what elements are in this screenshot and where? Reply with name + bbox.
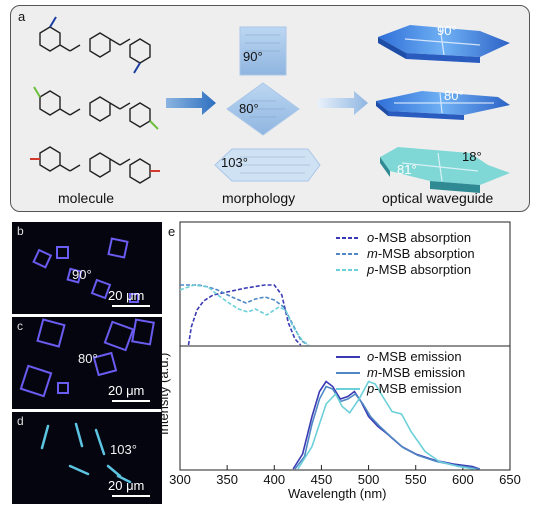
micrograph-b-label: b [17, 224, 24, 238]
legend-label: o-MSB emission [367, 349, 462, 364]
micrograph-b-scale-bar [112, 305, 150, 307]
micrograph-d-scale-label: 20 μm [108, 478, 145, 493]
x-axis-label: Wavelength (nm) [288, 486, 387, 501]
molecule-meta-structure [33, 86, 159, 130]
x-tick-label: 450 [311, 472, 333, 487]
waveguide-angle-rhombus: 80° [444, 88, 464, 103]
micrograph-b-crystals [32, 237, 139, 303]
molecule-ortho-structure [39, 16, 151, 74]
micrograph-c-crystals [19, 318, 155, 398]
caption-optical-waveguide: optical waveguide [382, 190, 494, 206]
o-msb-absorption-line [187, 284, 302, 346]
arrow-morphology-to-waveguide [318, 91, 368, 115]
panel-a-label: a [18, 9, 26, 24]
micrograph-b-scale-label: 20 μm [108, 288, 145, 303]
waveguide-angle-hexagon-acute: 81° [397, 162, 417, 177]
molecule-para-structure [30, 146, 160, 184]
m-msb-emission-line [294, 385, 480, 470]
y-axis-label: Intensity (a.u.) [160, 353, 171, 435]
micrograph-c-label: c [17, 319, 23, 333]
m-msb-absorption-line [180, 284, 308, 346]
micrograph-c-scale-bar [112, 400, 150, 402]
legend-label: p-MSB absorption [366, 262, 471, 277]
waveguide-square-crystal [378, 25, 510, 57]
caption-morphology: morphology [222, 190, 296, 206]
micrograph-d-crystals [40, 422, 132, 484]
legend-label: m-MSB absorption [367, 246, 475, 261]
waveguide-hexagon-crystal [380, 147, 510, 185]
p-msb-absorption-line [179, 284, 310, 346]
morphology-angle-rhombus: 80° [239, 101, 259, 116]
micrograph-c: c 80° 20 μm [12, 317, 162, 409]
x-tick-label: 550 [405, 472, 427, 487]
panel-a-graphics [30, 16, 510, 193]
micrograph-d: d 103° 20 μm [12, 412, 162, 504]
morphology-angle-hexagon: 103° [221, 155, 248, 170]
arrow-molecule-to-morphology [166, 91, 216, 115]
micrograph-d-label: d [17, 414, 24, 428]
x-tick-label: 300 [169, 472, 191, 487]
waveguide-angle-hexagon-obtuse: 18° [462, 149, 482, 164]
x-tick-label: 600 [452, 472, 474, 487]
legend-label: p-MSB emission [366, 381, 462, 396]
waveguide-angle-square: 90° [437, 23, 457, 38]
micrograph-b-angle: 90° [72, 267, 92, 282]
panel-e-label: e [168, 224, 176, 239]
micrograph-c-scale-label: 20 μm [108, 383, 145, 398]
micrograph-b: b 90° 20 μm [12, 222, 162, 314]
x-tick-label: 350 [216, 472, 238, 487]
x-tick-label: 400 [263, 472, 285, 487]
caption-molecule: molecule [58, 190, 115, 206]
legend-label: m-MSB emission [367, 365, 465, 380]
micrograph-d-scale-bar [112, 495, 150, 497]
micrograph-c-angle: 80° [78, 351, 98, 366]
micrograph-d-angle: 103° [110, 442, 137, 457]
x-tick-label: 500 [358, 472, 380, 487]
morphology-angle-square: 90° [243, 49, 263, 64]
spectra-chart: Intensity (a.u.) Wavelength (nm) 300 350 4… [160, 221, 521, 501]
legend-label: o-MSB absorption [367, 230, 471, 245]
x-tick-label: 650 [499, 472, 521, 487]
p-msb-emission-line [297, 380, 475, 470]
